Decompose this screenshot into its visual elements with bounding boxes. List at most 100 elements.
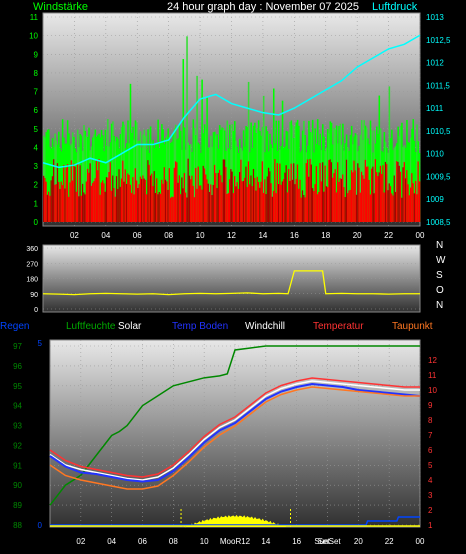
wind-tick-2: 2 (34, 181, 39, 190)
wind-bar (383, 192, 386, 222)
wind-bar (44, 177, 46, 222)
gust-bar (201, 79, 203, 222)
gust-bar (130, 132, 133, 222)
wind-bar (43, 175, 45, 222)
gust-bar (146, 149, 148, 222)
wind-bar (173, 167, 176, 222)
humidity-tick-88: 88 (13, 521, 22, 530)
sun-moon-markers (180, 509, 291, 527)
wind-bar (70, 160, 73, 222)
wind-bar (245, 166, 247, 222)
wind-bar (215, 173, 217, 222)
wind-bar (363, 178, 366, 222)
temp-tick-12: 12 (428, 356, 437, 365)
wind-bar (396, 161, 398, 222)
wind-bar (399, 171, 402, 222)
wind-bar (260, 181, 262, 222)
wind-bar (76, 163, 79, 222)
wind-bar (324, 165, 327, 222)
line-regen (50, 516, 420, 526)
wind-bar (109, 162, 112, 222)
wind-bar (114, 196, 117, 222)
wind-bar (342, 174, 344, 222)
gust-bar (318, 145, 320, 222)
wind-bar (223, 159, 226, 222)
gust-bar (360, 120, 363, 222)
wind-bar (387, 190, 389, 222)
gust-bar (272, 88, 275, 222)
gust-bar (289, 121, 291, 222)
x-tick-5: MooR12 (220, 537, 251, 546)
wind-bar (281, 181, 284, 222)
wind-bar (362, 175, 364, 222)
gust-bar (392, 150, 394, 222)
wind-bar (333, 173, 335, 222)
wind-bar (345, 159, 348, 222)
gust-bar (271, 147, 274, 222)
wind-bar (90, 185, 93, 222)
wind-direction-line (42, 270, 420, 296)
x-tick-18: 18 (321, 231, 330, 240)
wind-bar (382, 165, 384, 222)
gust-bar (294, 126, 296, 222)
wind-bar (80, 195, 83, 222)
wind-bar (227, 193, 230, 222)
temp-tick-5: 5 (428, 461, 433, 470)
x-tick-7: 16 (292, 537, 301, 546)
gust-bar (308, 120, 310, 222)
legend-0: Regen (0, 321, 29, 332)
gust-bar (169, 142, 172, 222)
temperature-lines (49, 345, 421, 527)
gust-bar (64, 143, 66, 222)
x-tick-4: 10 (200, 537, 209, 546)
wind-tick-8: 8 (34, 69, 39, 78)
gust-bar (349, 134, 352, 222)
wind-bar (237, 188, 240, 222)
wind-bar (134, 168, 137, 222)
wind-bar (79, 165, 81, 222)
wind-bar (283, 179, 285, 222)
pressure-tick-7: 1012 (426, 59, 444, 68)
gust-bar (327, 129, 329, 222)
wind-bar (48, 191, 50, 222)
temp-tick-7: 7 (428, 431, 433, 440)
gust-bar (93, 134, 95, 222)
wind-bar (330, 162, 333, 222)
wind-tick-6: 6 (34, 106, 39, 115)
gust-bar (48, 129, 50, 222)
wind-bar (264, 179, 266, 222)
wind-bar (306, 159, 309, 222)
temp-tick-9: 9 (428, 401, 433, 410)
wind-bar (216, 188, 218, 222)
x-tick-20: 20 (353, 231, 362, 240)
wind-bar (267, 167, 270, 222)
wind-bar (197, 166, 200, 222)
gust-bar (137, 140, 139, 222)
gust-bar (232, 131, 235, 222)
wind-bar (379, 165, 382, 222)
gust-bar (166, 135, 168, 222)
compass-N-4: N (436, 300, 443, 311)
wind-bar (53, 159, 55, 222)
gust-bar (342, 123, 344, 222)
wind-bar (177, 182, 180, 222)
gust-bar (311, 119, 314, 222)
wind-bar (323, 191, 325, 222)
x-tick-1: 04 (107, 537, 116, 546)
wind-bar (128, 174, 131, 222)
gust-bar (235, 140, 237, 222)
x-tick-11: 00 (416, 537, 425, 546)
pressure-tick-2: 1009,5 (426, 172, 451, 181)
wind-bar (156, 178, 158, 222)
wind-bar (58, 182, 60, 222)
wind-bar (132, 177, 134, 222)
wind-bar (377, 176, 379, 222)
gust-bar (143, 129, 146, 222)
x-tick-02: 02 (70, 231, 79, 240)
gust-bar (133, 139, 136, 222)
wind-bar (153, 171, 156, 222)
compass-N-0: N (436, 240, 443, 251)
wind-bar (251, 186, 254, 222)
